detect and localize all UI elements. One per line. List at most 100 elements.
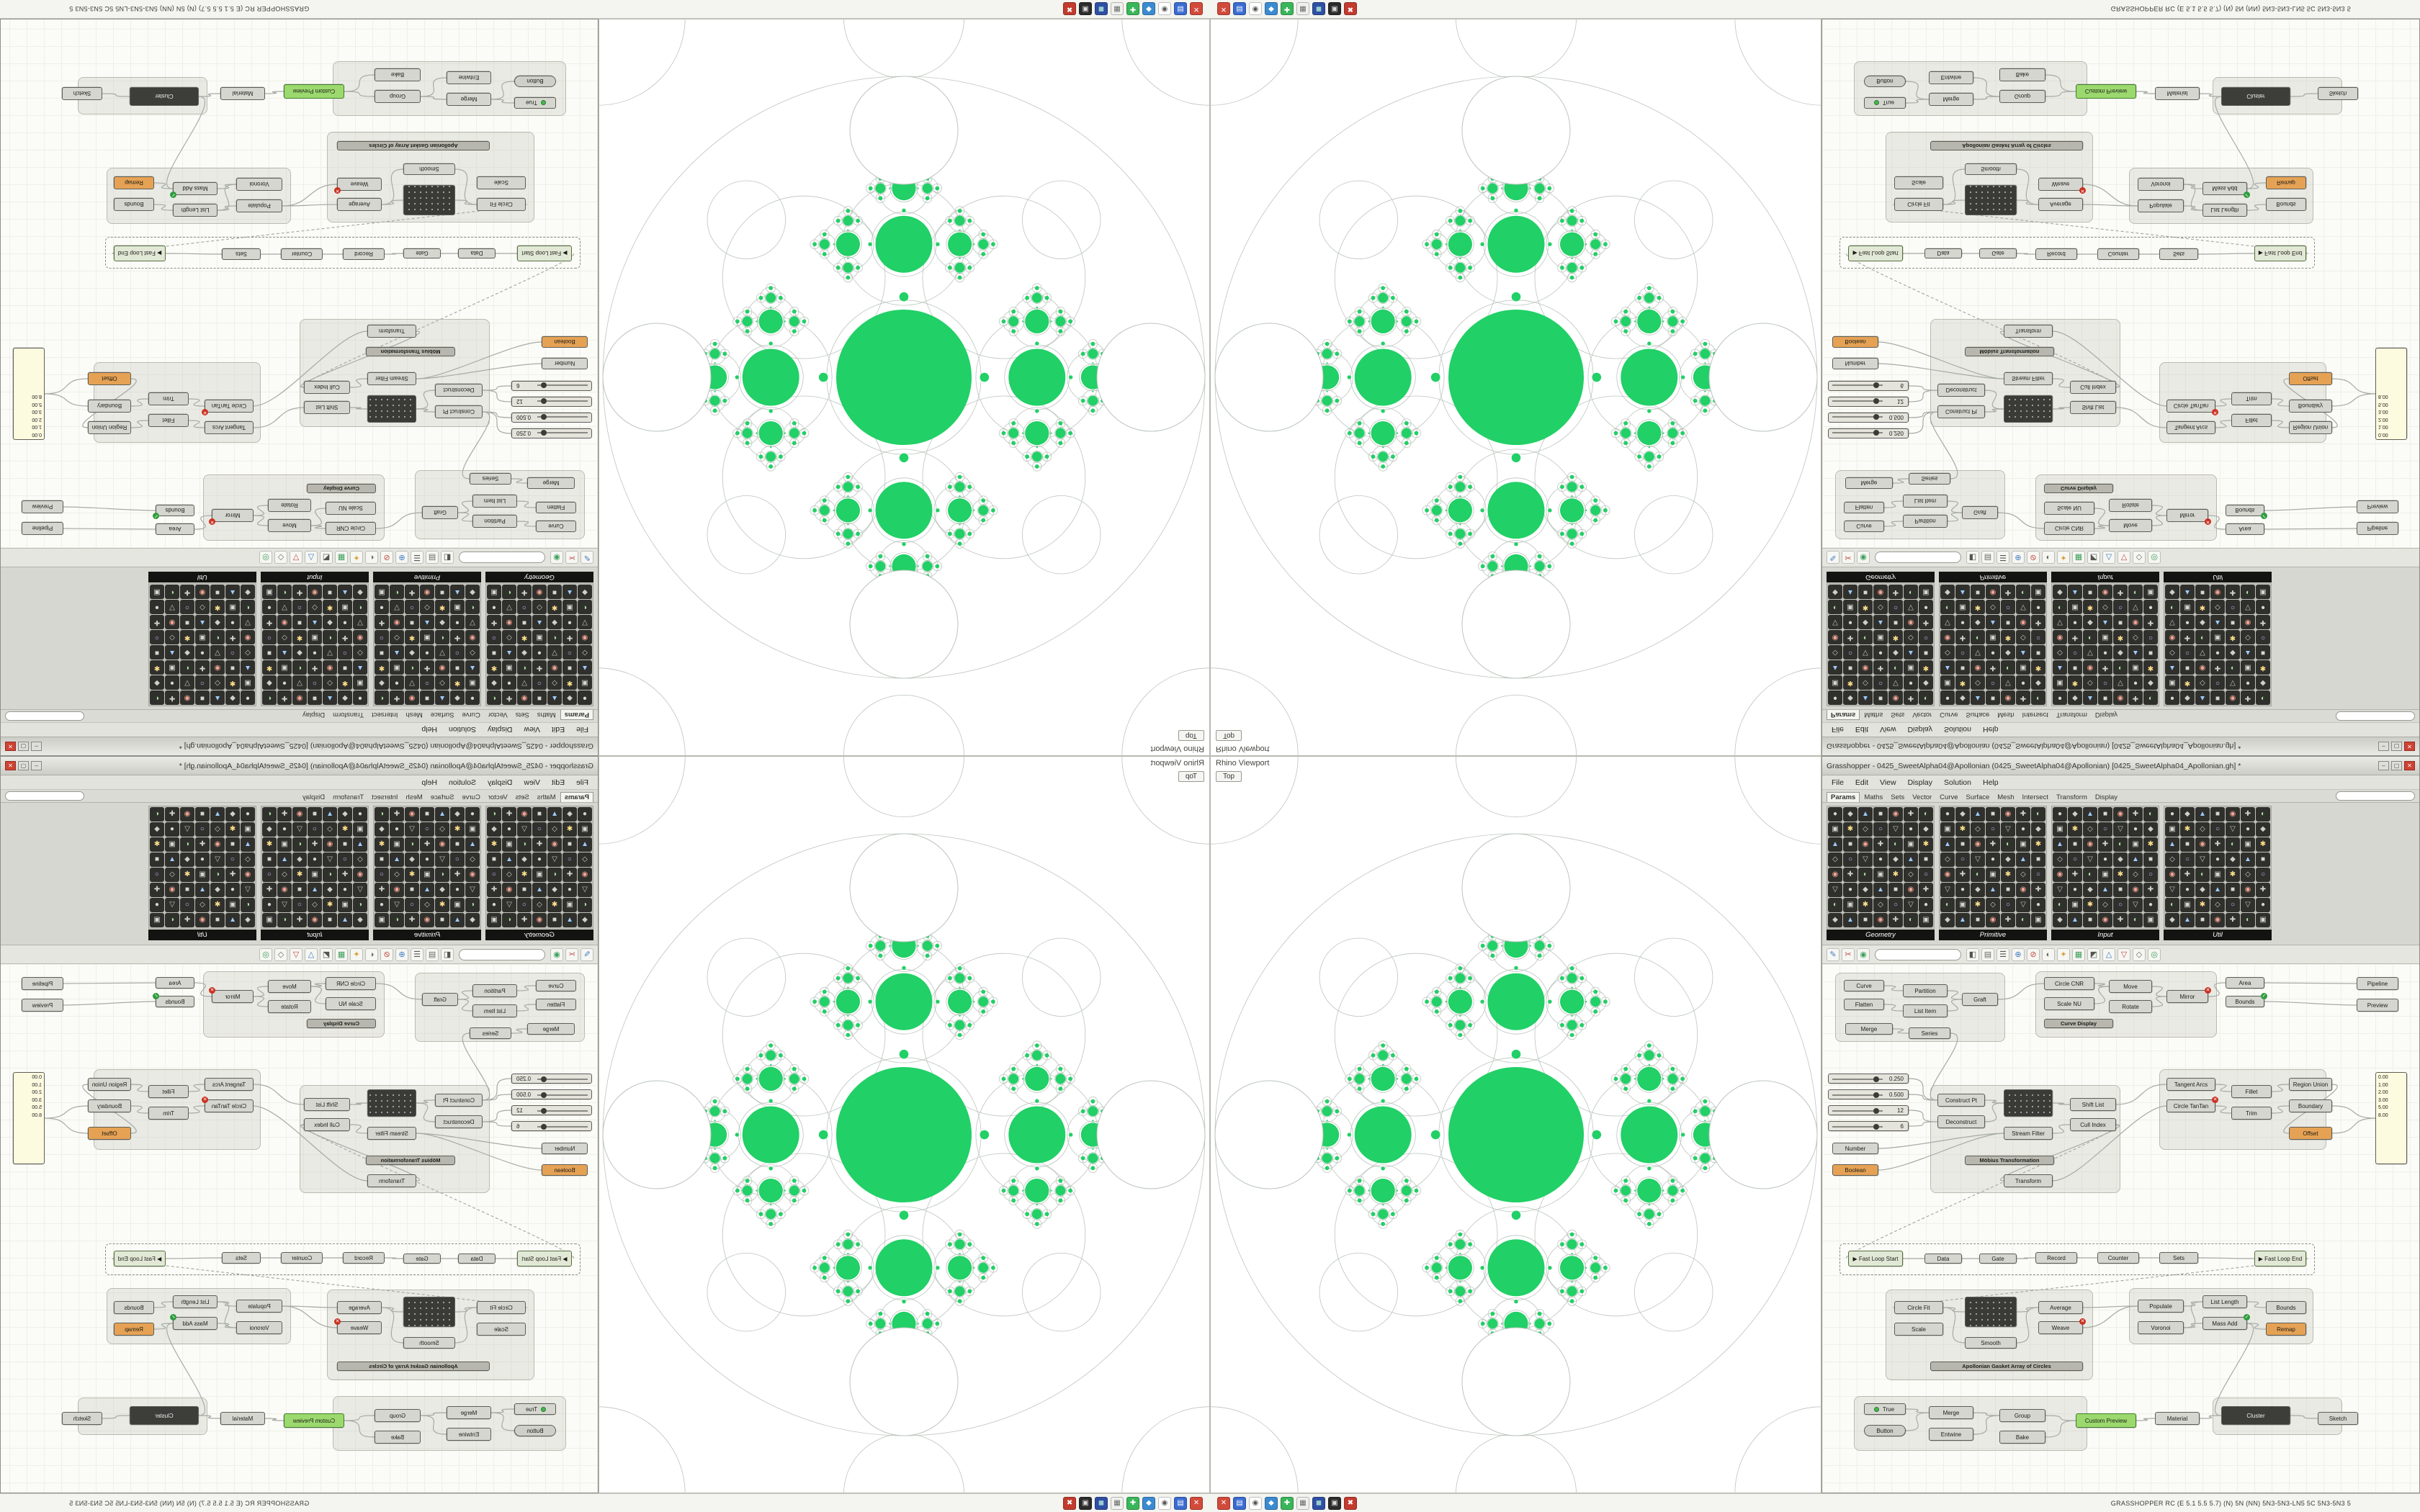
component-std[interactable]: Preview [2357,500,2398,513]
component-icon[interactable]: ▣ [2031,913,2045,927]
component-icon[interactable]: ◉ [2113,807,2128,822]
component-icon[interactable]: ▲ [2083,690,2097,705]
corner-icon[interactable]: ◩ [320,948,333,961]
component-icon[interactable]: ▽ [2083,645,2097,660]
component-icon[interactable]: ◇ [1858,675,1873,690]
component-icon[interactable]: ■ [1888,615,1903,629]
component-icon[interactable]: ■ [375,852,389,867]
component-icon[interactable]: ● [2210,645,2225,660]
component-icon[interactable]: ✱ [1888,868,1903,882]
component-icon[interactable]: ▣ [2128,837,2143,852]
component-icon[interactable]: ● [165,675,179,690]
component-icon[interactable]: ▣ [465,675,480,690]
component-icon[interactable]: ● [165,822,179,837]
component-icon[interactable]: ✱ [2031,837,2045,852]
component-icon[interactable]: ✱ [2195,600,2210,614]
component-icon[interactable]: ✚ [1904,807,1918,822]
component-icon[interactable]: ◉ [2016,883,2030,897]
component-icon[interactable]: ▲ [241,660,255,675]
component-icon[interactable]: ◇ [210,822,225,837]
slider-knob[interactable] [541,398,547,404]
component-icon[interactable]: ▲ [165,645,179,660]
component-icon[interactable]: ✱ [338,822,352,837]
component-icon[interactable]: ▽ [1858,852,1873,867]
component-icon[interactable]: ✚ [1843,630,1857,644]
component-icon[interactable]: ◐ [1888,660,1903,675]
component-icon[interactable]: ● [465,807,480,822]
component-icon[interactable]: ◆ [2031,675,2045,690]
menu-item-file[interactable]: File [576,778,588,787]
component-err[interactable]: Weave ✕ [2038,178,2086,194]
component-icon[interactable]: ✚ [2068,630,2082,644]
component-icon[interactable]: ◐ [262,807,277,822]
component-std[interactable]: Bake [1999,68,2045,81]
component-icon[interactable]: ◇ [2098,898,2112,912]
component-icon[interactable]: ✱ [2068,822,2082,837]
dashed-group-box[interactable] [1839,237,2315,269]
component-icon[interactable]: ◉ [390,615,404,629]
component-err[interactable]: Circle TanTan ✕ [202,400,254,415]
tray-icon-8[interactable]: ▣ [1328,1496,1341,1510]
component-icon[interactable]: ■ [225,660,240,675]
component-icon[interactable]: ▽ [547,645,562,660]
component-icon[interactable]: ■ [1919,645,1933,660]
component-icon[interactable]: ✚ [375,883,389,897]
component-icon[interactable]: ◉ [195,585,210,599]
component-icon[interactable]: ◐ [375,690,389,705]
component-icon[interactable]: ✱ [1858,600,1873,614]
component-icon[interactable]: ■ [563,660,577,675]
component-std[interactable]: Record [2035,1252,2077,1264]
component-std[interactable]: Tangent Arcs [2166,1078,2215,1091]
tab-curve[interactable]: Curve [462,711,480,719]
component-icon[interactable]: ● [1919,898,1933,912]
component-icon[interactable]: ◉ [2053,630,2067,644]
component-icon[interactable]: ▽ [292,675,307,690]
component-icon[interactable]: ■ [1955,660,1970,675]
component-std[interactable]: Shift List [304,401,350,414]
component-icon[interactable]: ◉ [353,630,367,644]
component-std[interactable]: Sets [222,1252,261,1264]
tab-mesh[interactable]: Mesh [1997,711,2015,719]
component-icon[interactable]: ✱ [405,630,419,644]
component-icon[interactable]: ◇ [420,898,434,912]
component-icon[interactable]: ◆ [517,852,532,867]
component-icon[interactable]: ◐ [2165,898,2179,912]
component-icon[interactable]: ● [578,690,592,705]
component-icon[interactable]: ● [2143,898,2158,912]
component-icon[interactable]: ● [1828,690,1842,705]
component-icon[interactable]: ● [150,898,164,912]
component-icon[interactable]: ◆ [2053,585,2067,599]
component-icon[interactable]: ✱ [2113,630,2128,644]
component-icon[interactable]: ▣ [465,822,480,837]
component-icon[interactable]: ■ [180,883,194,897]
component-std[interactable]: Record [2035,248,2077,260]
component-std[interactable]: Data [1924,1254,1962,1264]
component-std[interactable]: Preview [22,999,63,1012]
component-loop[interactable]: ▶ Fast Loop Start [517,1251,572,1266]
component-std[interactable]: Merge [1929,1406,1973,1419]
component-icon[interactable]: ◉ [2001,807,2015,822]
component-icon[interactable]: ▽ [2195,852,2210,867]
component-icon[interactable]: ■ [338,837,352,852]
component-icon[interactable]: ■ [225,837,240,852]
component-icon[interactable]: ✚ [2180,630,2195,644]
component-icon[interactable]: ✱ [375,837,389,852]
component-icon[interactable]: ▲ [1904,645,1918,660]
component-icon[interactable]: ○ [150,868,164,882]
component-std[interactable]: Smooth [1965,1337,2017,1349]
component-icon[interactable]: ▽ [2226,822,2240,837]
component-icon[interactable]: ▣ [502,837,516,852]
component-std[interactable]: Data [1924,248,1962,258]
component-icon[interactable]: ◆ [262,822,277,837]
component-icon[interactable]: ◇ [353,852,367,867]
component-icon[interactable]: ◐ [241,600,255,614]
component-icon[interactable]: ● [353,807,367,822]
component-icon[interactable]: ■ [547,913,562,927]
component-icon[interactable]: ◉ [547,660,562,675]
component-icon[interactable]: ▲ [1873,615,1888,629]
component-slider[interactable]: 0.500 [1828,1089,1909,1099]
component-icon[interactable]: ◆ [1888,852,1903,867]
slider-knob[interactable] [541,1124,547,1130]
tab-vector[interactable]: Vector [488,793,508,801]
component-std[interactable]: Group [1999,90,2045,103]
